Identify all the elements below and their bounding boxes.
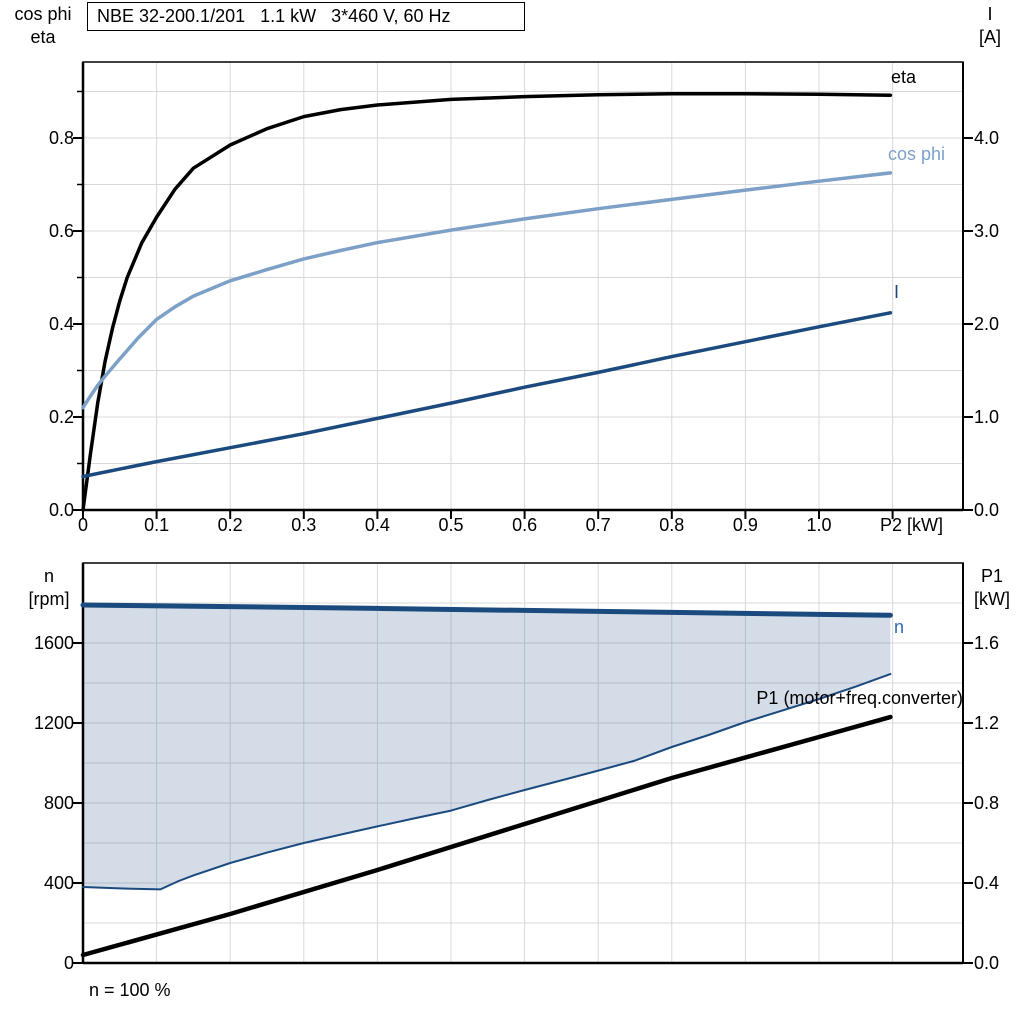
x-axis-tick-label: 0.2 — [217, 515, 243, 535]
axis-label-I: I — [987, 4, 993, 24]
x-axis-tick-label: 0.9 — [732, 515, 758, 535]
x-axis-tick-label: 0.4 — [364, 515, 390, 535]
x-axis-tick-label: 0.8 — [659, 515, 685, 535]
x-axis-tick-label: 0.6 — [512, 515, 538, 535]
x-axis-tick-label: 0 — [77, 515, 88, 535]
top-left-axis-header: cos phi eta — [6, 3, 80, 49]
right-axis-tick-label: 3.0 — [974, 221, 1000, 241]
axis-label-cos-phi: cos phi — [14, 4, 72, 24]
right-axis-tick-label: 1.6 — [974, 633, 1000, 653]
x-axis-tick-label: 0.7 — [585, 515, 611, 535]
curve-n-min — [82, 673, 892, 891]
footer-n-100-percent: n = 100 % — [89, 980, 171, 1000]
right-axis-tick-label: 4.0 — [974, 128, 1000, 148]
curve-current-I — [81, 311, 893, 479]
x-axis-tick-label: 0.1 — [144, 515, 170, 535]
curve-eta — [81, 92, 893, 512]
axis-label-n: n — [43, 566, 54, 586]
right-axis-tick-label: 1.2 — [974, 713, 1000, 733]
left-axis-tick-label: 0.2 — [48, 407, 74, 427]
x-axis-tick-label: 0.5 — [438, 515, 464, 535]
left-axis-tick-label: 1200 — [33, 713, 74, 733]
bottom-left-axis-header: n [rpm] — [16, 565, 82, 611]
axis-label-eta: eta — [30, 27, 56, 47]
x-axis-tick-label: 0.3 — [291, 515, 317, 535]
curve-n — [80, 602, 893, 618]
left-axis-tick-label: 1600 — [33, 633, 74, 653]
left-axis-tick-label: 0.6 — [48, 221, 74, 241]
speed-and-input-power-plot — [73, 562, 973, 965]
right-axis-tick-label: 0.0 — [974, 953, 1000, 973]
curve-label-p1-motor-freq-converter: P1 (motor+freq.converter) — [756, 688, 963, 708]
right-axis-tick-label: 0.4 — [974, 873, 1000, 893]
axis-label-kw-unit: [kW] — [974, 589, 1010, 609]
x-axis-tick-label: 1.0 — [806, 515, 832, 535]
curve-label-n: n — [894, 617, 905, 637]
right-axis-tick-label: 0.0 — [974, 500, 1000, 520]
left-axis-tick-label: 0.4 — [48, 314, 74, 334]
axis-label-rpm-unit: [rpm] — [28, 589, 70, 609]
right-axis-tick-label: 1.0 — [974, 407, 1000, 427]
bottom-right-axis-header: P1 [kW] — [962, 565, 1022, 611]
speed-range-area — [83, 605, 891, 890]
axis-label-amp-unit: [A] — [978, 27, 1001, 47]
x-axis-label-p2: P2 [kW] — [880, 515, 944, 535]
right-axis-tick-label: 2.0 — [974, 314, 1000, 334]
right-axis-tick-label: 0.8 — [974, 793, 1000, 813]
left-axis-tick-label: 0 — [63, 953, 74, 973]
left-axis-tick-label: 800 — [43, 793, 74, 813]
curve-label-current: I — [894, 282, 900, 302]
curve-P1 — [80, 714, 893, 958]
curve-label-cos-phi: cos phi — [888, 144, 946, 164]
left-axis-tick-label: 0.8 — [48, 128, 74, 148]
curve-cos-phi — [81, 171, 893, 410]
left-axis-tick-label: 400 — [43, 873, 74, 893]
left-axis-tick-label: 0.0 — [48, 500, 74, 520]
top-right-axis-header: I [A] — [959, 3, 1021, 49]
chart-title: NBE 32-200.1/201 1.1 kW 3*460 V, 60 Hz — [97, 6, 451, 26]
curve-label-eta: eta — [891, 67, 917, 87]
axis-label-p1: P1 — [980, 566, 1004, 586]
title-box: NBE 32-200.1/201 1.1 kW 3*460 V, 60 Hz — [87, 2, 525, 31]
motor-electrical-curves-plot — [73, 61, 973, 519]
